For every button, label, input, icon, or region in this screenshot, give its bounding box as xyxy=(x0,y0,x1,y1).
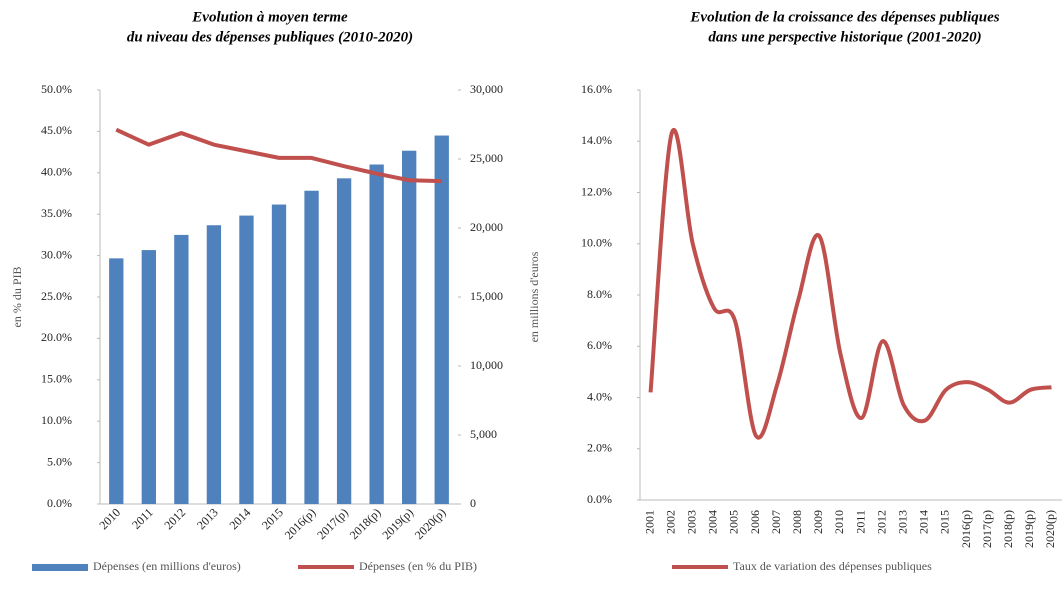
bar xyxy=(271,204,287,505)
chart-title: Evolution de la croissance des dépenses … xyxy=(689,9,999,25)
x-tick-label: 2010 xyxy=(832,510,846,534)
y2-tick-label: 30,000 xyxy=(470,82,503,96)
x-tick-label: 2013 xyxy=(194,505,221,532)
x-tick-label: 2017(p) xyxy=(980,510,994,548)
bar xyxy=(141,250,156,504)
x-tick-label: 2012 xyxy=(161,505,188,532)
chart-title: Evolution à moyen terme xyxy=(191,9,348,25)
y2-axis-title: en millions d'euros xyxy=(527,251,541,342)
y-tick-label: 16.0% xyxy=(581,82,612,96)
y-tick-label: 25.0% xyxy=(41,289,72,303)
bar xyxy=(402,150,417,504)
legend-swatch xyxy=(32,564,88,571)
y-tick-label: 5.0% xyxy=(47,454,72,468)
y2-tick-label: 20,000 xyxy=(470,220,503,234)
line xyxy=(648,128,1052,440)
bar xyxy=(174,234,189,504)
y-tick-label: 35.0% xyxy=(41,206,72,220)
y2-tick-label: 5,000 xyxy=(470,427,497,441)
x-tick-label: 2018(p) xyxy=(347,505,384,542)
bar xyxy=(369,164,384,504)
x-tick-label: 2018(p) xyxy=(1001,510,1015,548)
y2-tick-label: 15,000 xyxy=(470,289,503,303)
x-tick-label: 2005 xyxy=(727,510,741,534)
y-tick-label: 0.0% xyxy=(587,492,612,506)
x-tick-label: 2010 xyxy=(96,505,123,532)
y-tick-label: 4.0% xyxy=(587,389,612,403)
y-tick-label: 6.0% xyxy=(587,338,612,352)
y-tick-label: 0.0% xyxy=(47,496,72,510)
legend-label: Dépenses (en % du PIB) xyxy=(359,559,477,573)
y2-tick-label: 25,000 xyxy=(470,151,503,165)
x-tick-label: 2006 xyxy=(748,510,762,534)
y-tick-label: 10.0% xyxy=(41,413,72,427)
x-tick-label: 2014 xyxy=(226,505,253,532)
bar xyxy=(206,225,222,505)
x-tick-label: 2016(p) xyxy=(959,510,973,548)
y-tick-label: 14.0% xyxy=(581,133,612,147)
y-tick-label: 30.0% xyxy=(41,247,72,261)
bar xyxy=(239,215,254,504)
bar xyxy=(434,135,449,505)
x-tick-label: 2004 xyxy=(706,510,720,534)
legend-label: Dépenses (en millions d'euros) xyxy=(93,559,241,573)
x-tick-label: 2016(p) xyxy=(282,505,319,542)
x-tick-label: 2013 xyxy=(896,510,910,534)
x-tick-label: 2001 xyxy=(642,510,656,534)
x-tick-label: 2017(p) xyxy=(314,505,351,542)
x-tick-label: 2012 xyxy=(874,510,888,534)
x-tick-label: 2020(p) xyxy=(1043,510,1057,548)
x-tick-label: 2008 xyxy=(790,510,804,534)
x-tick-label: 2011 xyxy=(129,505,156,532)
y-tick-label: 40.0% xyxy=(41,165,72,179)
y2-tick-label: 10,000 xyxy=(470,358,503,372)
y-tick-label: 15.0% xyxy=(41,372,72,386)
y2-tick-label: 0 xyxy=(470,496,476,510)
x-tick-label: 2014 xyxy=(917,510,931,534)
x-tick-label: 2019(p) xyxy=(379,505,416,542)
x-tick-label: 2009 xyxy=(811,510,825,534)
bar xyxy=(304,190,319,505)
x-tick-label: 2007 xyxy=(769,510,783,534)
x-tick-label: 2011 xyxy=(853,510,867,534)
y-tick-label: 2.0% xyxy=(587,441,612,455)
y-tick-label: 10.0% xyxy=(581,236,612,250)
bar xyxy=(109,258,124,504)
x-tick-label: 2019(p) xyxy=(1022,510,1036,548)
line xyxy=(115,127,442,184)
y-tick-label: 45.0% xyxy=(41,123,72,137)
y-tick-label: 20.0% xyxy=(41,330,72,344)
chart-title: dans une perspective historique (2001-20… xyxy=(708,29,981,45)
x-tick-label: 2003 xyxy=(685,510,699,534)
legend-label: Taux de variation des dépenses publiques xyxy=(733,559,932,573)
x-tick-label: 2020(p) xyxy=(412,505,449,542)
chart-title: du niveau des dépenses publiques (2010-2… xyxy=(127,29,413,45)
bar xyxy=(336,178,352,504)
x-tick-label: 2015 xyxy=(259,505,286,532)
x-tick-label: 2015 xyxy=(938,510,952,534)
x-tick-label: 2002 xyxy=(663,510,677,534)
y-tick-label: 12.0% xyxy=(581,184,612,198)
y-tick-label: 50.0% xyxy=(41,82,72,96)
y-tick-label: 8.0% xyxy=(587,287,612,301)
y-axis-title: en % du PIB xyxy=(10,267,24,328)
